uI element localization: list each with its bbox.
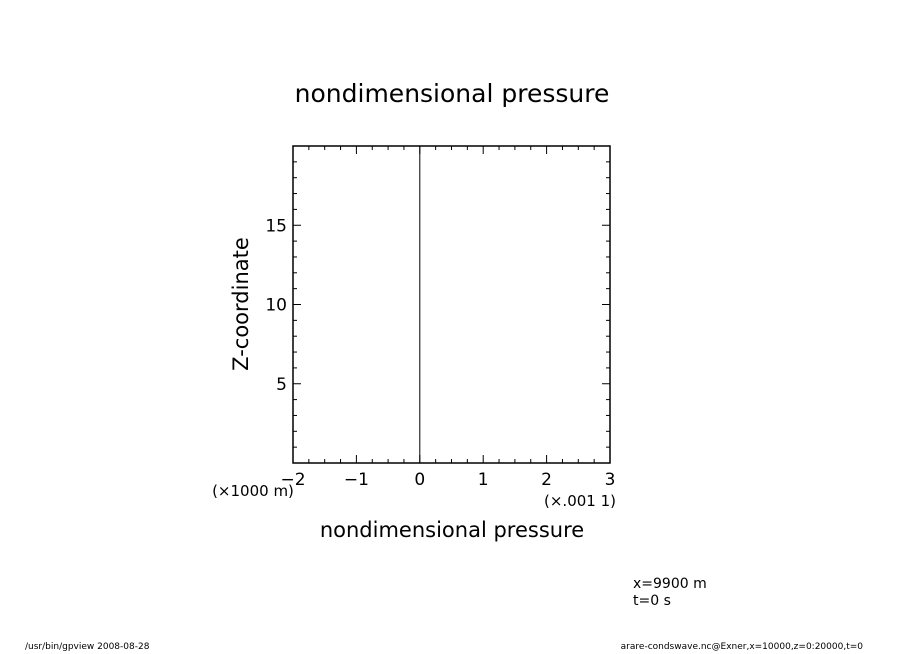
x-tick-label: 1 [478, 470, 489, 490]
info-x-position: x=9900 m [633, 576, 707, 592]
y-axis-label: Z-coordinate [229, 237, 253, 371]
x-tick-label: 2 [541, 470, 552, 490]
info-time: t=0 s [633, 593, 671, 609]
x-axis-label: nondimensional pressure [320, 518, 584, 542]
x-unit-label: (×.001 1) [544, 492, 616, 510]
plot-frame [292, 145, 611, 464]
info-block: x=9900 m t=0 s [633, 576, 707, 610]
y-tick-labels: 5 10 15 [265, 216, 287, 395]
x-tick-label: 0 [414, 470, 425, 490]
y-tick-label: 10 [265, 296, 287, 316]
y-tick-label: 5 [276, 375, 287, 395]
axis-ticks [292, 146, 611, 464]
x-tick-label: −2 [280, 470, 305, 490]
footer-left: /usr/bin/gpview 2008-08-28 [25, 642, 150, 652]
y-tick-label: 15 [265, 216, 287, 236]
x-tick-label: 3 [605, 470, 616, 490]
y-unit-label: (×1000 m) [212, 482, 294, 500]
chart-title: nondimensional pressure [295, 79, 610, 108]
footer-right: arare-condswave.nc@Exner,x=10000,z=0:200… [620, 642, 863, 652]
x-tick-labels: −2 −1 0 1 2 3 [280, 470, 615, 490]
x-tick-label: −1 [344, 470, 369, 490]
